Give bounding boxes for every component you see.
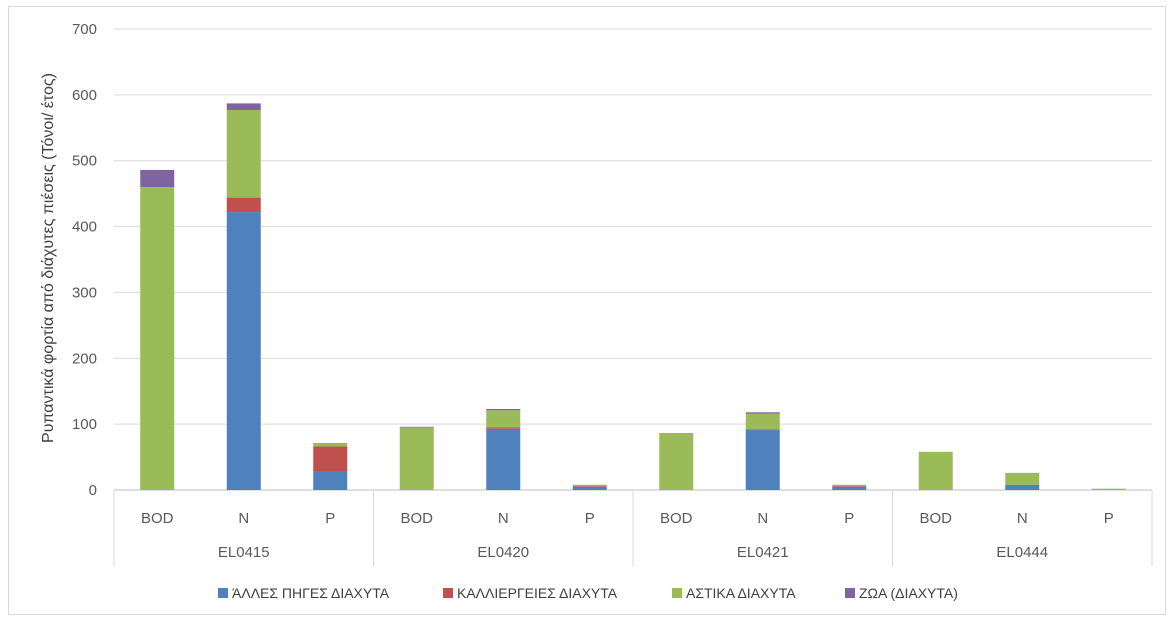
y-tick-label: 300 [72,284,97,301]
bar-segment [486,410,521,428]
bar-segment [832,486,867,487]
bar-segment [486,428,521,490]
legend-label: ΑΣΤΙΚΑ ΔΙΑΧΥΤΑ [686,585,796,601]
bars [140,103,1126,491]
bar-segment [659,433,694,435]
bar-segment [659,434,694,490]
y-tick-label: 100 [72,416,97,433]
group-label: EL0444 [996,544,1048,561]
y-tick-label: 600 [72,87,97,104]
y-axis-ticks: 0 100 200 300 400 500 600 700 [72,21,97,499]
bar-segment [572,484,607,487]
bar-segment [745,412,780,414]
bar-segment [1005,484,1040,490]
chart-frame [8,6,1166,615]
y-axis-label: Ρυπαντικά φορτία από διάχυτες πιέσεις (Τ… [40,73,57,443]
bar-segment [1091,488,1126,490]
x-tick-label: P [1104,510,1114,527]
x-tick-label: P [844,510,854,527]
bar-segment [832,486,867,490]
bar-segment [572,486,607,487]
legend-label: ΖΩΑ (ΔΙΑΧΥΤΑ) [859,585,958,601]
bar-segment [1005,472,1040,485]
x-tick-label: BOD [919,510,952,527]
x-tick-label: BOD [660,510,693,527]
legend-label: ΚΑΛΛΙΕΡΓΕΙΕΣ ΔΙΑΧΥΤΑ [457,585,618,601]
legend-swatch [443,588,453,598]
group-label: EL0421 [737,544,789,561]
bar-segment [745,429,780,431]
y-tick-label: 0 [89,482,97,499]
bar-segment [399,427,434,490]
bar-segment [226,197,261,213]
legend-swatch [218,588,228,598]
y-tick-label: 200 [72,350,97,367]
gridlines [114,28,1152,491]
bar-segment [486,427,521,429]
legend-swatch [845,588,855,598]
x-tick-label: N [498,510,509,527]
group-label: EL0415 [218,544,270,561]
bar-segment [226,103,261,111]
bar-segment [313,443,348,444]
legend-swatch [672,588,682,598]
bar-segment [486,408,521,411]
y-tick-label: 700 [72,21,97,38]
bar-segment [572,486,607,490]
x-tick-label: N [757,510,768,527]
bar-segment [140,169,175,188]
x-tick-label: N [1017,510,1028,527]
bar-segment [832,484,867,487]
x-tick-label: P [325,510,335,527]
legend: ΆΛΛΕΣ ΠΗΓΕΣ ΔΙΑΧΥΤΑ ΚΑΛΛΙΕΡΓΕΙΕΣ ΔΙΑΧΥΤΑ Α… [218,585,958,601]
bar-segment [918,451,953,490]
bar-segment [745,413,780,430]
bar-segment [313,446,348,472]
y-tick-label: 400 [72,219,97,236]
x-tick-label: BOD [400,510,433,527]
bar-segment [226,212,261,490]
x-axis: BOD N P BOD N P BOD N P BOD N P EL0415 EL0420 EL0421 EL… [113,490,1153,566]
x-tick-label: P [585,510,595,527]
y-tick-label: 500 [72,153,97,170]
bar-segment [313,471,348,490]
x-tick-label: N [238,510,249,527]
bar-segment [226,110,261,198]
legend-label: ΆΛΛΕΣ ΠΗΓΕΣ ΔΙΑΧΥΤΑ [232,585,390,601]
x-tick-label: BOD [141,510,174,527]
bar-segment [140,187,175,491]
bar-segment [399,426,434,428]
group-label: EL0420 [477,544,529,561]
bar-segment [745,430,780,490]
bar-segment [313,443,348,447]
